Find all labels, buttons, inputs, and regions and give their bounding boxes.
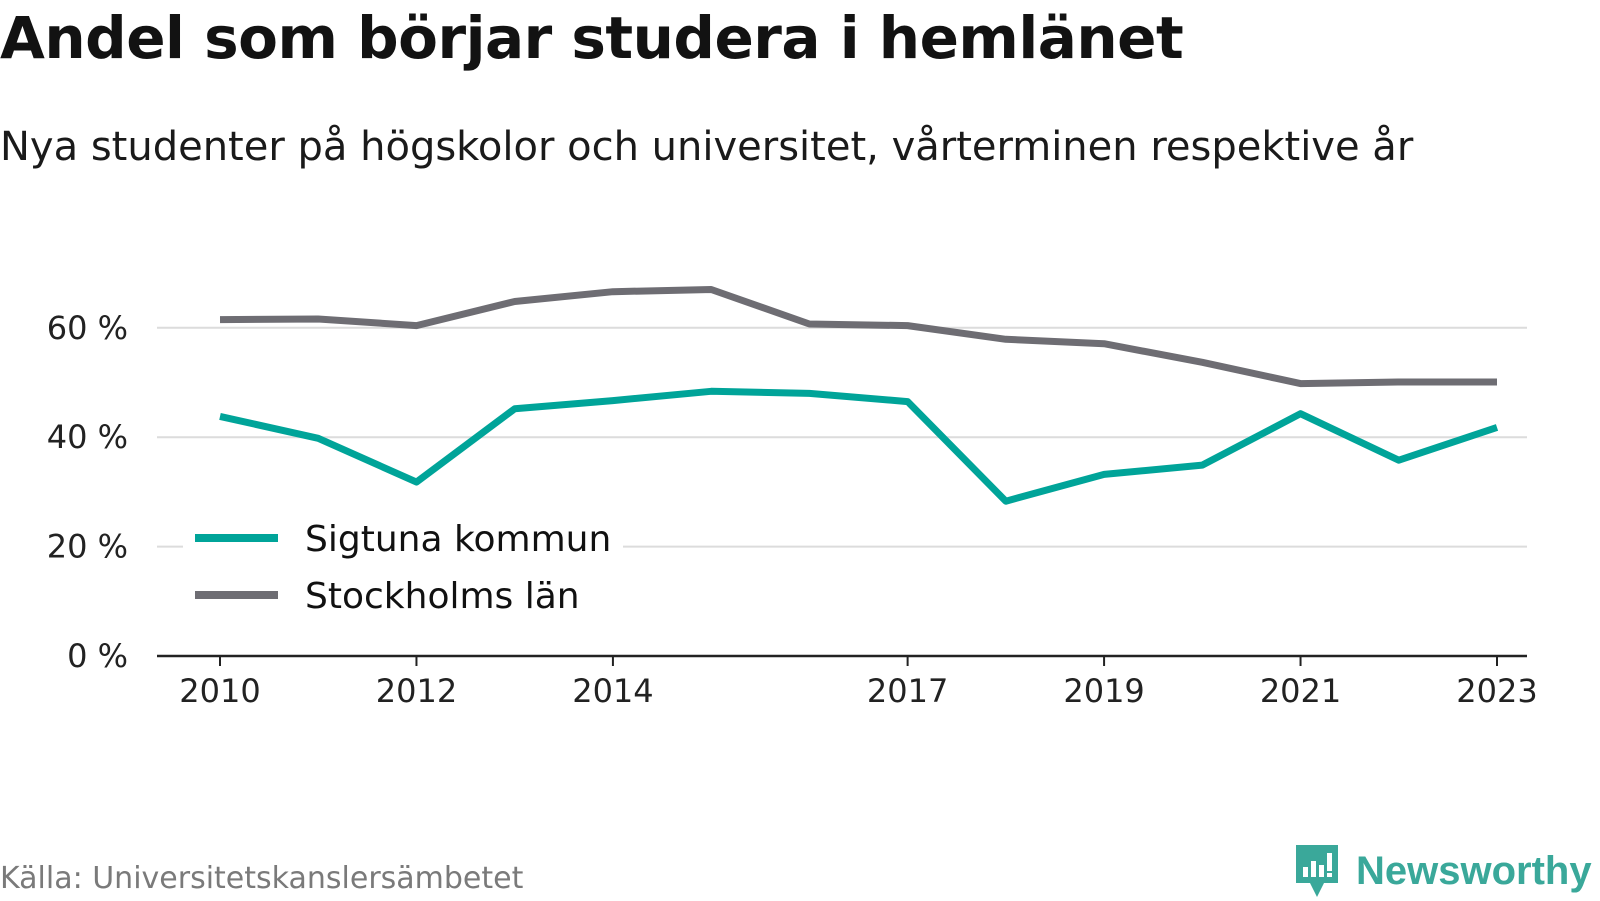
x-tick-label: 2017 xyxy=(867,672,948,710)
y-tick-label: 40 % xyxy=(47,418,128,456)
x-tick-label: 2010 xyxy=(179,672,260,710)
legend-label: Sigtuna kommun xyxy=(305,519,611,560)
legend: Sigtuna kommun Stockholms län xyxy=(183,510,623,628)
y-tick-label: 0 % xyxy=(67,637,128,675)
x-axis-ticks: 2010 2012 2014 2017 2019 2021 2023 xyxy=(179,656,1538,710)
x-tick-label: 2014 xyxy=(572,672,653,710)
y-axis-ticks: 0 % 20 % 40 % 60 % xyxy=(47,309,128,675)
x-tick-label: 2023 xyxy=(1456,672,1537,710)
brand-name: Newsworthy xyxy=(1356,848,1592,893)
x-tick-label: 2021 xyxy=(1260,672,1341,710)
x-tick-label: 2012 xyxy=(376,672,457,710)
x-tick-label: 2019 xyxy=(1063,672,1144,710)
y-tick-label: 60 % xyxy=(47,309,128,347)
newsworthy-logo-icon xyxy=(1296,845,1338,897)
chart-subtitle: Nya studenter på högskolor och universit… xyxy=(0,124,1414,170)
source-note: Källa: Universitetskanslersämbetet xyxy=(0,861,524,896)
y-tick-label: 20 % xyxy=(47,528,128,566)
chart-title: Andel som börjar studera i hemlänet xyxy=(0,4,1184,72)
line-chart: 0 % 20 % 40 % 60 % 2010 2012 2014 2017 2019 2021… xyxy=(47,286,1538,710)
legend-label: Stockholms län xyxy=(305,576,580,617)
brand-logo[interactable]: Newsworthy xyxy=(1292,841,1592,901)
series-line-sigtuna-kommun xyxy=(219,387,1499,505)
series-lines xyxy=(219,286,1499,505)
series-line-stockholms-län xyxy=(219,286,1497,388)
